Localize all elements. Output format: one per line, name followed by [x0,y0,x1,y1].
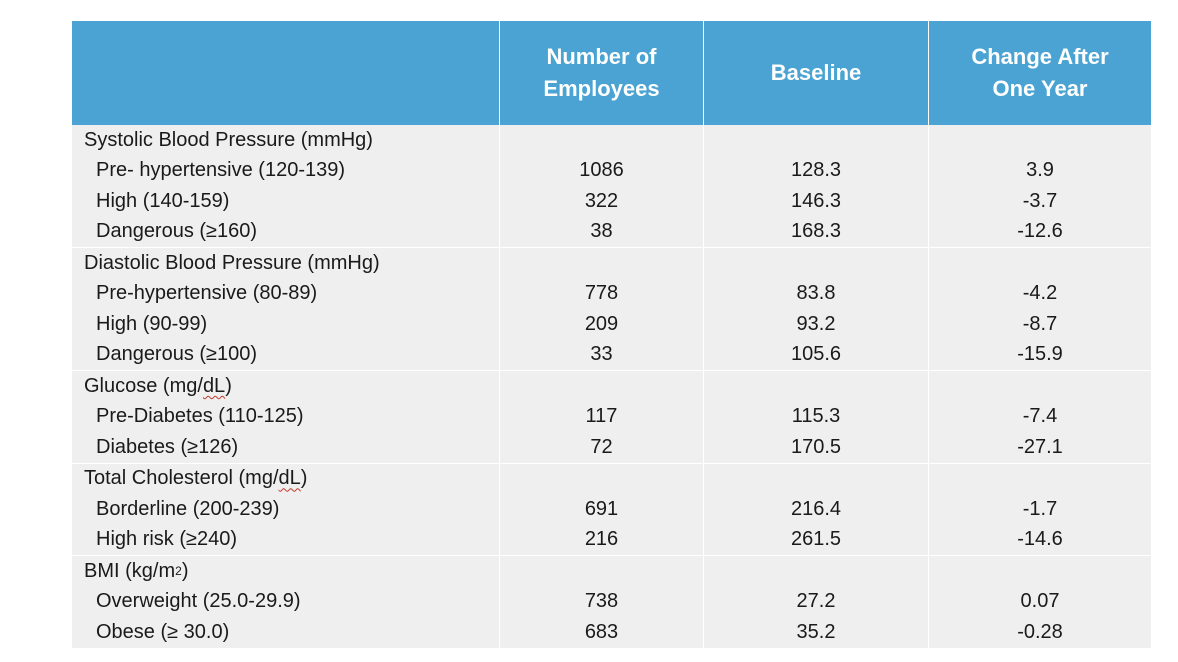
cell-change: -27.1 [928,432,1151,463]
row-label: High (140-159) [96,189,230,212]
cell-change: -15.9 [928,339,1151,370]
cell-change: -12.6 [928,216,1151,247]
cell-employees: 683 [499,617,703,648]
header-row: Number of Employees Baseline Change Afte… [72,21,1151,125]
results-table: Number of Employees Baseline Change Afte… [72,21,1151,648]
row-label: Pre-Diabetes (110-125) [96,405,304,428]
row-label: Pre-hypertensive (80-89) [96,282,318,305]
row-label: Dangerous (≥160) [96,220,258,243]
row-label: Dangerous (≥100) [96,343,258,366]
cell-baseline: 216.4 [703,494,928,525]
row-label: Borderline (200-239) [96,497,280,520]
group-title-row: Total Cholesterol (mg/dL) [72,463,1151,494]
table-row: Dangerous (≥100) 33 105.6 -15.9 [72,339,1151,370]
cell-employees: 322 [499,186,703,217]
group-cholesterol: Total Cholesterol (mg/dL) Borderline (20… [72,462,1151,555]
cell-baseline: 83.8 [703,278,928,309]
group-glucose: Glucose (mg/dL) Pre-Diabetes (110-125) 1… [72,370,1151,463]
cell-baseline: 146.3 [703,186,928,217]
header-employees: Number of Employees [499,21,703,125]
table-row: Pre- hypertensive (120-139) 1086 128.3 3… [72,155,1151,186]
table-row: High risk (≥240) 216 261.5 -14.6 [72,524,1151,555]
group-title: Glucose (mg/dL) [84,374,232,397]
header-baseline: Baseline [703,21,928,125]
row-label: High (90-99) [96,312,208,335]
table-row: Diabetes (≥126) 72 170.5 -27.1 [72,432,1151,463]
header-blank [72,21,499,125]
group-title-row: Systolic Blood Pressure (mmHg) [72,125,1151,156]
cell-change: -14.6 [928,524,1151,555]
cell-employees: 38 [499,216,703,247]
row-label: High risk (≥240) [96,528,238,551]
table-row: Dangerous (≥160) 38 168.3 -12.6 [72,216,1151,247]
group-bmi: BMI (kg/m 2) Overweight (25.0-29.9) 738 2… [72,555,1151,648]
row-label: Diabetes (≥126) [96,435,239,458]
cell-employees: 33 [499,339,703,370]
group-systolic: Systolic Blood Pressure (mmHg) Pre- hype… [72,125,1151,247]
table-row: High (90-99) 209 93.2 -8.7 [72,309,1151,340]
table-row: Obese (≥ 30.0) 683 35.2 -0.28 [72,617,1151,648]
cell-baseline: 128.3 [703,155,928,186]
group-title: Total Cholesterol (mg/dL) [84,467,308,490]
cell-change: -7.4 [928,401,1151,432]
table-row: Overweight (25.0-29.9) 738 27.2 0.07 [72,586,1151,617]
row-label: Obese (≥ 30.0) [96,620,230,643]
cell-employees: 691 [499,494,703,525]
group-title: Diastolic Blood Pressure (mmHg) [84,251,380,274]
cell-employees: 72 [499,432,703,463]
cell-baseline: 261.5 [703,524,928,555]
group-title: Systolic Blood Pressure (mmHg) [84,128,373,151]
cell-employees: 209 [499,309,703,340]
cell-baseline: 168.3 [703,216,928,247]
cell-employees: 778 [499,278,703,309]
header-change: Change After One Year [928,21,1151,125]
cell-change: -1.7 [928,494,1151,525]
cell-change: -8.7 [928,309,1151,340]
cell-employees: 1086 [499,155,703,186]
cell-change: 0.07 [928,586,1151,617]
table-row: Pre-hypertensive (80-89) 778 83.8 -4.2 [72,278,1151,309]
table-row: Pre-Diabetes (110-125) 117 115.3 -7.4 [72,401,1151,432]
cell-baseline: 35.2 [703,617,928,648]
group-title-row: Glucose (mg/dL) [72,371,1151,402]
cell-baseline: 105.6 [703,339,928,370]
cell-employees: 738 [499,586,703,617]
group-title-row: BMI (kg/m 2) [72,556,1151,587]
cell-baseline: 170.5 [703,432,928,463]
cell-employees: 117 [499,401,703,432]
cell-baseline: 93.2 [703,309,928,340]
row-label: Overweight (25.0-29.9) [96,590,301,613]
table-row: High (140-159) 322 146.3 -3.7 [72,186,1151,217]
group-diastolic: Diastolic Blood Pressure (mmHg) Pre-hype… [72,247,1151,370]
cell-change: 3.9 [928,155,1151,186]
cell-change: -0.28 [928,617,1151,648]
row-label: Pre- hypertensive (120-139) [96,159,346,182]
cell-change: -4.2 [928,278,1151,309]
cell-baseline: 27.2 [703,586,928,617]
table-row: Borderline (200-239) 691 216.4 -1.7 [72,494,1151,525]
group-title-row: Diastolic Blood Pressure (mmHg) [72,248,1151,279]
group-title: BMI (kg/m 2) [84,559,189,582]
cell-baseline: 115.3 [703,401,928,432]
cell-change: -3.7 [928,186,1151,217]
cell-employees: 216 [499,524,703,555]
